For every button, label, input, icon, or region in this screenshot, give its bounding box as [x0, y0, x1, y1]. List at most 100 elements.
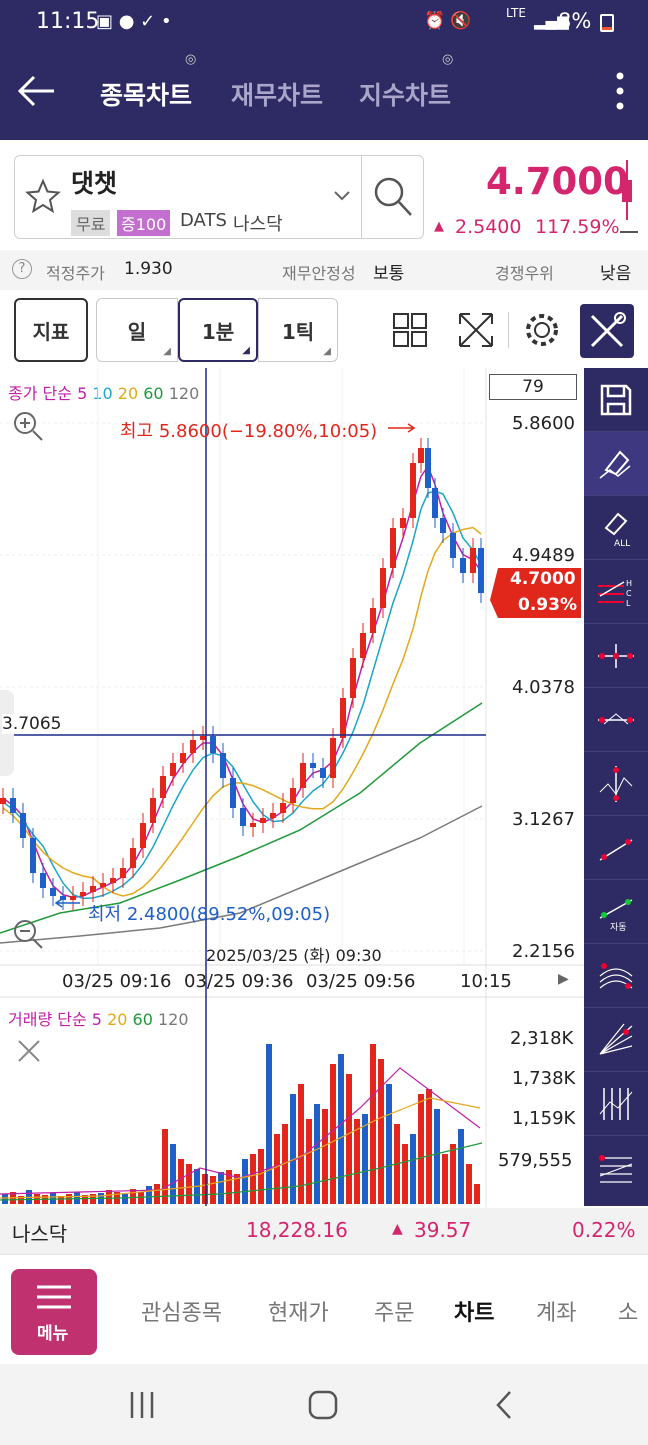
- candle-icon: [622, 160, 632, 220]
- period-1min-button[interactable]: 1분 ◢: [178, 298, 258, 362]
- candle-body: [90, 886, 96, 892]
- volume-bar: [378, 1059, 384, 1204]
- candle-body: [120, 868, 126, 878]
- status-bar: 11:15 ▣ ● ✓ • ⏰ 🔇 LTE ▂▄▆ 8%: [0, 0, 648, 44]
- expand-icon[interactable]: [456, 310, 496, 350]
- volume-current-value: 167,380: [502, 1179, 577, 1200]
- period-day-button[interactable]: 일 ◢: [96, 298, 178, 362]
- candle-body: [425, 448, 431, 488]
- candle-body: [0, 798, 6, 804]
- candle-body: [478, 548, 484, 593]
- volume-bar: [106, 1190, 112, 1204]
- volume-tick: 579,555: [498, 1150, 573, 1171]
- vertical-line-button[interactable]: [584, 752, 648, 816]
- home-icon[interactable]: [308, 1390, 338, 1420]
- current-price-tag-value: 4.7000: [510, 569, 576, 589]
- zoom-out-icon[interactable]: [12, 918, 44, 950]
- volume-bar: [186, 1164, 192, 1204]
- candle-body: [360, 633, 366, 658]
- index-ticker-row[interactable]: 나스닥 18,228.16 ▲ 39.57 0.22%: [0, 1208, 648, 1254]
- nav-current-price[interactable]: 현재가: [268, 1301, 329, 1326]
- candle-body: [190, 740, 196, 753]
- volume-bar: [170, 1144, 176, 1204]
- zoom-in-icon[interactable]: [12, 410, 44, 442]
- save-drawing-button[interactable]: [584, 368, 648, 432]
- index-name: 나스닥: [12, 1222, 68, 1246]
- eraser-icon: [599, 449, 631, 479]
- close-volume-panel-icon[interactable]: [16, 1038, 42, 1064]
- favorite-star-icon[interactable]: [25, 178, 61, 214]
- candle-body: [50, 888, 56, 896]
- back-arrow-icon[interactable]: [16, 74, 56, 108]
- legend-ma5: 5: [77, 384, 88, 403]
- tab-finance-chart[interactable]: 재무차트: [231, 81, 324, 110]
- volume-bar: [130, 1189, 136, 1204]
- nav-chart[interactable]: 차트: [454, 1301, 495, 1326]
- volume-bar: [122, 1194, 128, 1204]
- up-triangle-icon: ▲: [392, 1221, 403, 1237]
- nav-account[interactable]: 계좌: [536, 1301, 577, 1326]
- back-icon[interactable]: [494, 1390, 514, 1420]
- indicator-button[interactable]: 지표: [14, 298, 88, 362]
- horizontal-line-icon: [598, 712, 634, 724]
- time-tick: 03/25 09:56: [306, 971, 416, 992]
- menu-button[interactable]: 메뉴: [11, 1269, 97, 1355]
- tab-stock-chart[interactable]: 종목차트: [100, 81, 193, 110]
- candle-body: [30, 838, 36, 873]
- stock-name: 댓챗: [71, 169, 118, 198]
- erase-all-button[interactable]: ALL: [584, 496, 648, 560]
- arc-tool-button[interactable]: [584, 944, 648, 1008]
- drawing-tools-button[interactable]: [580, 304, 634, 358]
- eraser-button[interactable]: [584, 432, 648, 496]
- volume-bar: [258, 1149, 264, 1204]
- candle-body: [140, 823, 146, 848]
- recent-apps-icon[interactable]: [128, 1390, 156, 1420]
- horizontal-line-button[interactable]: [584, 688, 648, 752]
- count-box[interactable]: 79: [489, 374, 577, 400]
- fan-line-button[interactable]: [584, 1008, 648, 1072]
- price-tick: 4.0378: [512, 677, 575, 698]
- volume-bar: [154, 1184, 160, 1204]
- settings-gear-icon[interactable]: [522, 310, 562, 350]
- trend-line-button[interactable]: [584, 816, 648, 880]
- cycle-line-button[interactable]: [584, 1072, 648, 1136]
- app-bar: 종목차트 ◎ 재무차트 지수차트 ◎: [0, 44, 648, 140]
- crosshair-date-label: 2025/03/25 (화) 09:30: [206, 946, 382, 965]
- volume-legend-ma60: 60: [132, 1010, 153, 1029]
- ma10-line: [2, 490, 482, 900]
- stock-search-box[interactable]: 댓챗 무료 증100 DATS 나스닥: [14, 155, 424, 239]
- auto-trend-button[interactable]: 자동: [584, 880, 648, 944]
- period-1tick-label: 1틱: [281, 319, 315, 344]
- volume-bar: [2, 1194, 8, 1204]
- current-price-tag: [490, 568, 581, 618]
- crosshair-tool-button[interactable]: [584, 624, 648, 688]
- nav-more[interactable]: 소: [618, 1301, 639, 1326]
- nav-watchlist[interactable]: 관심종목: [141, 1301, 222, 1326]
- volume-bar: [306, 1119, 312, 1204]
- price-change: 2.5400: [455, 216, 522, 238]
- chart-area[interactable]: 종가 단순 5 10 20 60 120 79 최고 5.8600(−19.80…: [0, 368, 648, 1208]
- dash: [620, 231, 638, 233]
- period-1tick-button[interactable]: 1틱 ◢: [258, 298, 338, 362]
- scroll-right-icon[interactable]: ▶: [558, 971, 569, 987]
- volume-bar: [426, 1089, 432, 1204]
- volume-tick: 1,159K: [512, 1108, 576, 1129]
- layout-grid-icon[interactable]: [392, 312, 428, 348]
- help-icon[interactable]: ?: [12, 259, 32, 279]
- candle-body: [432, 488, 438, 518]
- volume-bar: [458, 1129, 464, 1204]
- nav-order[interactable]: 주문: [374, 1301, 415, 1326]
- candle-body: [380, 568, 386, 608]
- search-icon[interactable]: [373, 176, 413, 218]
- time-tick: 03/25 09:16: [62, 971, 172, 992]
- chevron-down-icon[interactable]: [333, 190, 351, 202]
- more-menu-icon[interactable]: [612, 70, 628, 112]
- hcl-lines-icon: HCL: [598, 579, 632, 608]
- tab-index-chart[interactable]: 지수차트: [359, 81, 452, 110]
- volume-bar: [386, 1084, 392, 1204]
- volume-bar: [290, 1094, 296, 1204]
- svg-text:H: H: [626, 579, 632, 588]
- channel-line-button[interactable]: [584, 1136, 648, 1200]
- volume-bar: [74, 1192, 80, 1204]
